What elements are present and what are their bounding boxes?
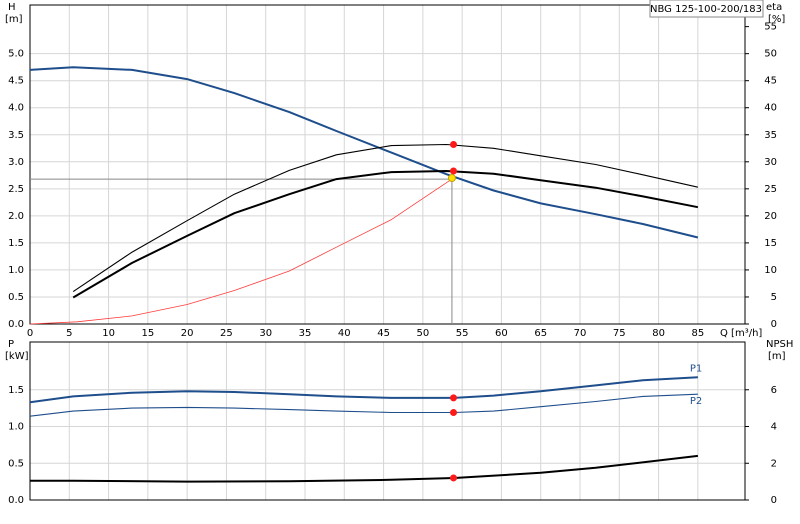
y2-tick-label: 10 [764, 265, 777, 276]
x-tick-label: 80 [652, 328, 665, 339]
y-tick-label: 0.5 [8, 458, 24, 469]
x-tick-label: 0 [27, 328, 33, 339]
y2-tick-label: 55 [764, 22, 777, 33]
x-tick-label: 75 [613, 328, 626, 339]
curve [72, 143, 699, 293]
curve [29, 376, 698, 404]
x-axis-label: Q [m³/h] [720, 328, 762, 339]
series-label: P1 [690, 363, 702, 374]
operating-point [447, 174, 456, 183]
curve [30, 454, 699, 483]
y-tick-label: 4.5 [8, 76, 24, 87]
y2-axis-unit: [m] [768, 351, 786, 362]
x-tick-label: 10 [102, 328, 115, 339]
y-axis-label: P [8, 339, 14, 350]
y2-tick-label: 4 [771, 422, 777, 433]
x-tick-label: 50 [416, 328, 429, 339]
x-tick-label: 15 [141, 328, 154, 339]
y-tick-label: 2.0 [8, 211, 24, 222]
y2-tick-label: 6 [771, 385, 777, 396]
x-tick-label: 20 [181, 328, 194, 339]
y-tick-label: 3.5 [8, 130, 24, 141]
model-box [649, 0, 764, 18]
x-tick-label: 35 [299, 328, 312, 339]
y2-tick-label: 0 [771, 319, 777, 330]
y2-tick-label: 15 [764, 238, 777, 249]
y-tick-label: 0.5 [8, 292, 24, 303]
y-axis-label: H [8, 2, 16, 13]
x-tick-label: 30 [259, 328, 272, 339]
y-tick-label: 1.0 [8, 265, 24, 276]
y2-axis-label: NPSH [766, 339, 793, 350]
curve [29, 178, 453, 325]
plot-frame [29, 341, 746, 501]
x-tick-label: 70 [574, 328, 587, 339]
y2-tick-label: 45 [764, 76, 777, 87]
y-tick-label: 5.0 [8, 49, 24, 60]
y-tick-label: 4.0 [8, 103, 24, 114]
model-label: NBG 125-100-200/183 [650, 4, 762, 15]
x-tick-label: 5 [66, 328, 72, 339]
operating-point [450, 474, 457, 482]
operating-point [450, 167, 457, 175]
y-tick-label: 1.5 [8, 238, 24, 249]
curve [29, 393, 698, 417]
y-tick-label: 3.0 [8, 157, 24, 168]
operating-point [450, 394, 457, 402]
y-axis-unit: [kW] [5, 351, 29, 362]
series-label: P2 [690, 396, 702, 407]
y2-axis-label: eta [766, 2, 782, 13]
operating-point [450, 140, 457, 148]
x-tick-label: 45 [377, 328, 390, 339]
y-tick-label: 1.0 [8, 422, 24, 433]
y2-axis-unit: [%] [768, 14, 785, 25]
x-tick-label: 85 [691, 328, 704, 339]
operating-point [450, 409, 457, 417]
y-tick-label: 1.5 [8, 385, 24, 396]
y2-tick-label: 40 [764, 103, 777, 114]
y-tick-label: 0.0 [8, 319, 24, 330]
x-tick-label: 60 [495, 328, 508, 339]
y2-tick-label: 30 [764, 157, 777, 168]
y-tick-label: 2.5 [8, 184, 24, 195]
y-axis-unit: [m] [5, 14, 23, 25]
y2-tick-label: 2 [771, 458, 777, 469]
y2-tick-label: 50 [764, 49, 777, 60]
curve [29, 66, 699, 239]
y2-tick-label: 35 [764, 130, 777, 141]
x-tick-label: 65 [534, 328, 547, 339]
y2-tick-label: 5 [771, 292, 777, 303]
curve [72, 170, 699, 299]
y-tick-label: 0.0 [8, 495, 24, 506]
x-tick-label: 55 [456, 328, 469, 339]
plot-frame [29, 4, 746, 325]
x-tick-label: 40 [338, 328, 351, 339]
y2-tick-label: 0 [771, 495, 777, 506]
y2-tick-label: 25 [764, 184, 777, 195]
y2-tick-label: 20 [764, 211, 777, 222]
x-tick-label: 25 [220, 328, 233, 339]
